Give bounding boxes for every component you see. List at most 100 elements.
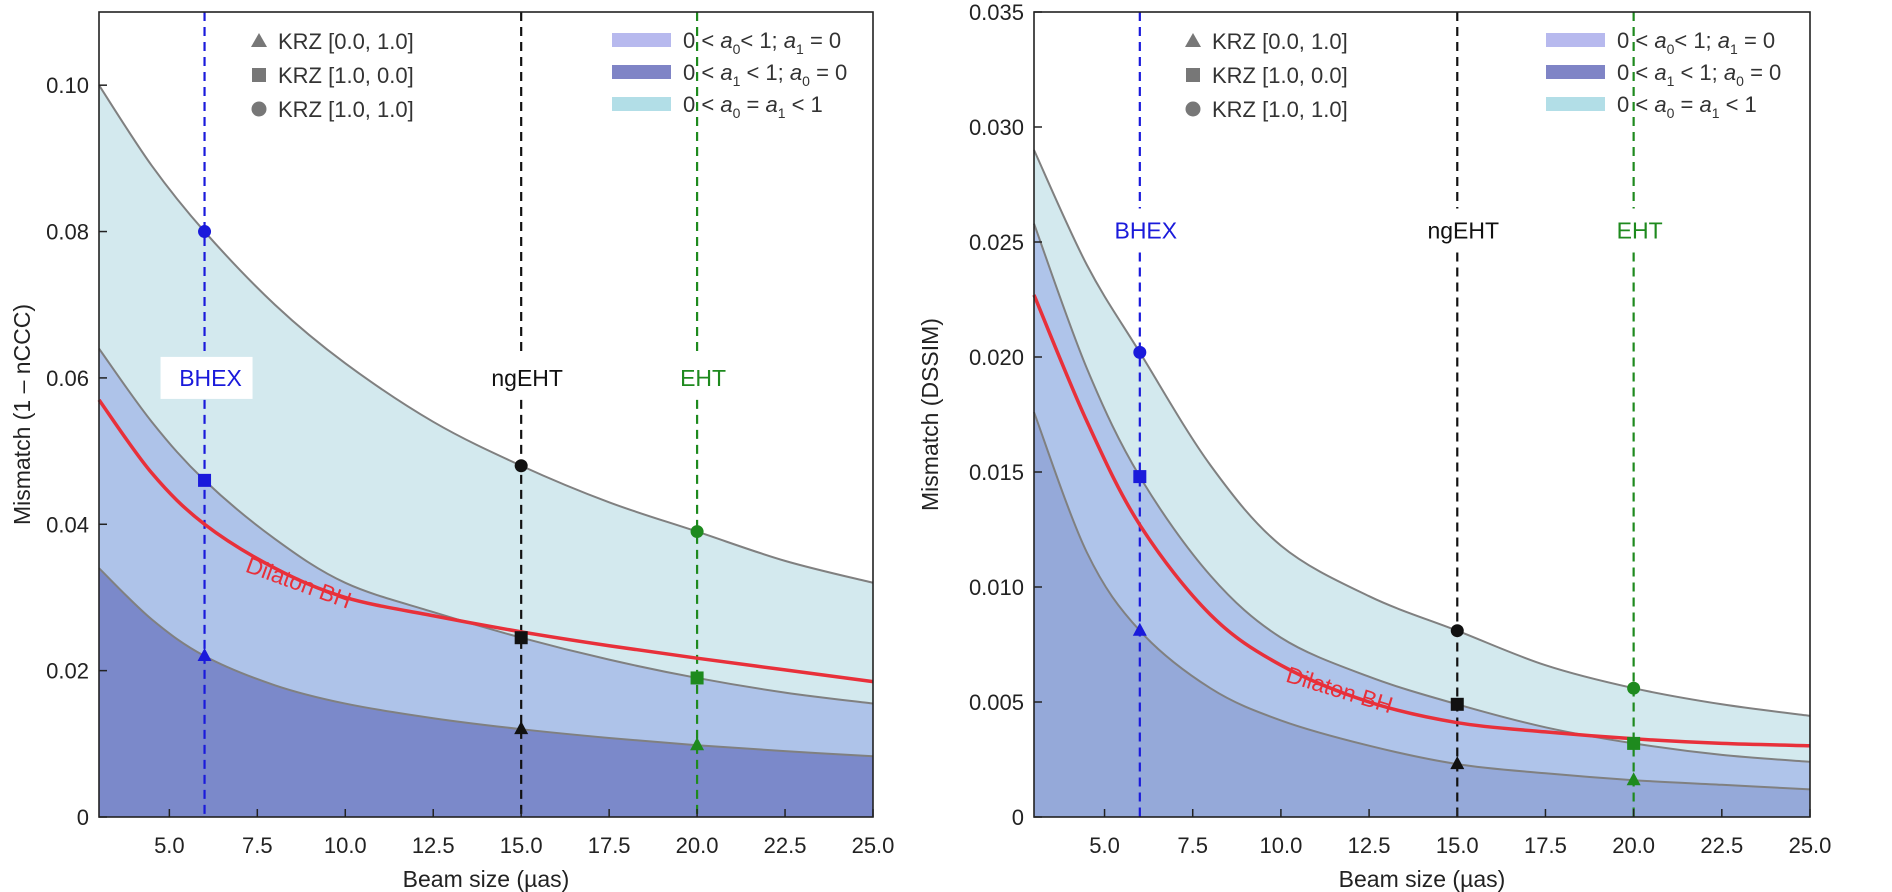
legend-band-label-part: a [1724,60,1736,85]
legend-band-label-part: < 1; [740,28,783,53]
legend-marker-label: KRZ [1.0, 1.0] [1212,97,1348,122]
legend-band-label-part: 0 [1667,105,1675,121]
y-tick-label: 0 [77,805,89,830]
y-tick-label: 0.035 [969,0,1024,25]
y-tick-label: 0.010 [969,575,1024,600]
marker-circle-ngEHT [514,459,528,473]
y-tick-label: 0.08 [46,220,89,245]
marker-triangle-EHT [1626,772,1641,786]
legend-band-label-part: 0 [1667,41,1675,57]
telescope-label-BHEX: BHEX [1114,218,1177,244]
x-tick-label: 12.5 [1348,833,1391,858]
legend-band-label-part: 1 [733,73,741,89]
x-tick-label: 17.5 [1524,833,1567,858]
marker-triangle-BHEX [1132,622,1147,636]
y-tick-label: 0.030 [969,115,1024,140]
telescope-label-BHEX: BHEX [179,365,242,391]
x-axis-label: Beam size (µas) [1339,866,1506,892]
y-tick-label: 0.025 [969,230,1024,255]
legend-marker-label: KRZ [1.0, 1.0] [278,97,414,122]
band-a1-only [1034,412,1810,817]
x-tick-label: 25.0 [852,833,895,858]
dilaton-bh-curve [97,398,874,684]
band-legend: 0 < a0< 1; a1 = 00 < a1 < 1; a0 = 00 < a… [612,28,847,121]
legend-band-label-part: a [720,60,732,85]
marker-circle-BHEX [1133,345,1147,359]
boundary-line-mid [1033,223,1811,763]
band-legend: 0 < a0< 1; a1 = 00 < a1 < 1; a0 = 00 < a… [1546,28,1781,121]
y-tick-label: 0.04 [46,512,89,537]
legend-band-label-part: < 1 [1719,92,1756,117]
legend-band-label-part: 1 [796,41,804,57]
x-tick-label: 5.0 [154,833,185,858]
legend-band-label-part: 1 [778,105,786,121]
boundary-line-top [1033,149,1811,717]
x-tick-label: 15.0 [1436,833,1479,858]
marker-legend: KRZ [0.0, 1.0] KRZ [1.0, 0.0] KRZ [1.0, 1.… [251,29,414,122]
telescope-label-EHT: EHT [1617,218,1663,244]
axes-frame [1033,11,1811,818]
y-tick-label: 0.015 [969,460,1024,485]
legend-band-label-part: 1 [1730,41,1738,57]
legend-band-label-part: = [740,92,765,117]
band-a1-only [99,568,873,817]
legend-triangle-icon [251,33,267,47]
x-tick-label: 20.0 [1612,833,1655,858]
y-tick-label: 0.10 [46,73,89,98]
telescope-label-EHT: EHT [680,365,726,391]
boundary-line-bottom [98,567,874,758]
legend-band-label-part: a [1718,28,1730,53]
x-tick-label: 20.0 [676,833,719,858]
legend-marker-label: KRZ [1.0, 0.0] [278,63,414,88]
legend-band-label-part: < 1 [785,92,822,117]
legend-band-label-part: = 0 [1744,60,1781,85]
legend-band-label-part: = 0 [810,60,847,85]
y-axis-label: Mismatch (1 – nCCC) [9,304,35,525]
telescope-label-ngEHT: ngEHT [491,365,563,391]
legend-band-label: 0 < a1 < 1; a0 = 0 [1617,60,1781,89]
y-tick-label: 0.06 [46,366,89,391]
x-axis-label: Beam size (µas) [403,866,570,892]
y-tick-label: 0.02 [46,659,89,684]
marker-triangle-ngEHT [514,721,529,735]
legend-band-label-part: a [720,92,732,117]
legend-band-swatch [1546,97,1605,111]
legend-band-label-part: a [1654,92,1666,117]
x-tick-label: 22.5 [1700,833,1743,858]
legend-band-label-part: 0 [802,73,810,89]
legend-square-icon [252,68,266,82]
telescope-label-box [160,356,253,399]
legend-triangle-icon [1185,33,1201,47]
y-axis-label: Mismatch (DSSIM) [917,318,943,511]
x-tick-label: 25.0 [1789,833,1832,858]
legend-band-label-part: a [790,60,802,85]
marker-square-ngEHT [514,631,528,645]
legend-band-label: 0 < a0< 1; a1 = 0 [683,28,841,57]
x-tick-label: 7.5 [242,833,273,858]
legend-band-swatch [1546,33,1605,47]
legend-band-label-part: 1 [1667,73,1675,89]
legend-band-label-part: a [1654,28,1666,53]
x-tick-label: 15.0 [500,833,543,858]
band-a0-only [1034,223,1810,790]
legend-band-label-part: = 0 [804,28,841,53]
legend-band-label-part: 0 [733,105,741,121]
legend-marker-label: KRZ [0.0, 1.0] [1212,29,1348,54]
telescope-label-ngEHT: ngEHT [1427,218,1499,244]
legend-band-label-part: a [765,92,777,117]
legend-circle-icon [1185,101,1201,117]
legend-band-label-part: 0 < [1617,60,1654,85]
marker-circle-EHT [690,525,704,539]
band-a0-only [99,348,873,757]
legend-band-label-part: 0 < [683,92,720,117]
marker-square-EHT [1627,736,1641,750]
legend-band-label-part: < 1; [1674,60,1724,85]
boundary-line-mid [98,348,874,705]
x-tick-label: 12.5 [412,833,455,858]
legend-band-swatch [1546,65,1605,79]
legend-band-label: 0 < a0 = a1 < 1 [683,92,823,121]
boundary-line-top [98,84,874,584]
legend-band-label-part: 0 < [683,28,720,53]
